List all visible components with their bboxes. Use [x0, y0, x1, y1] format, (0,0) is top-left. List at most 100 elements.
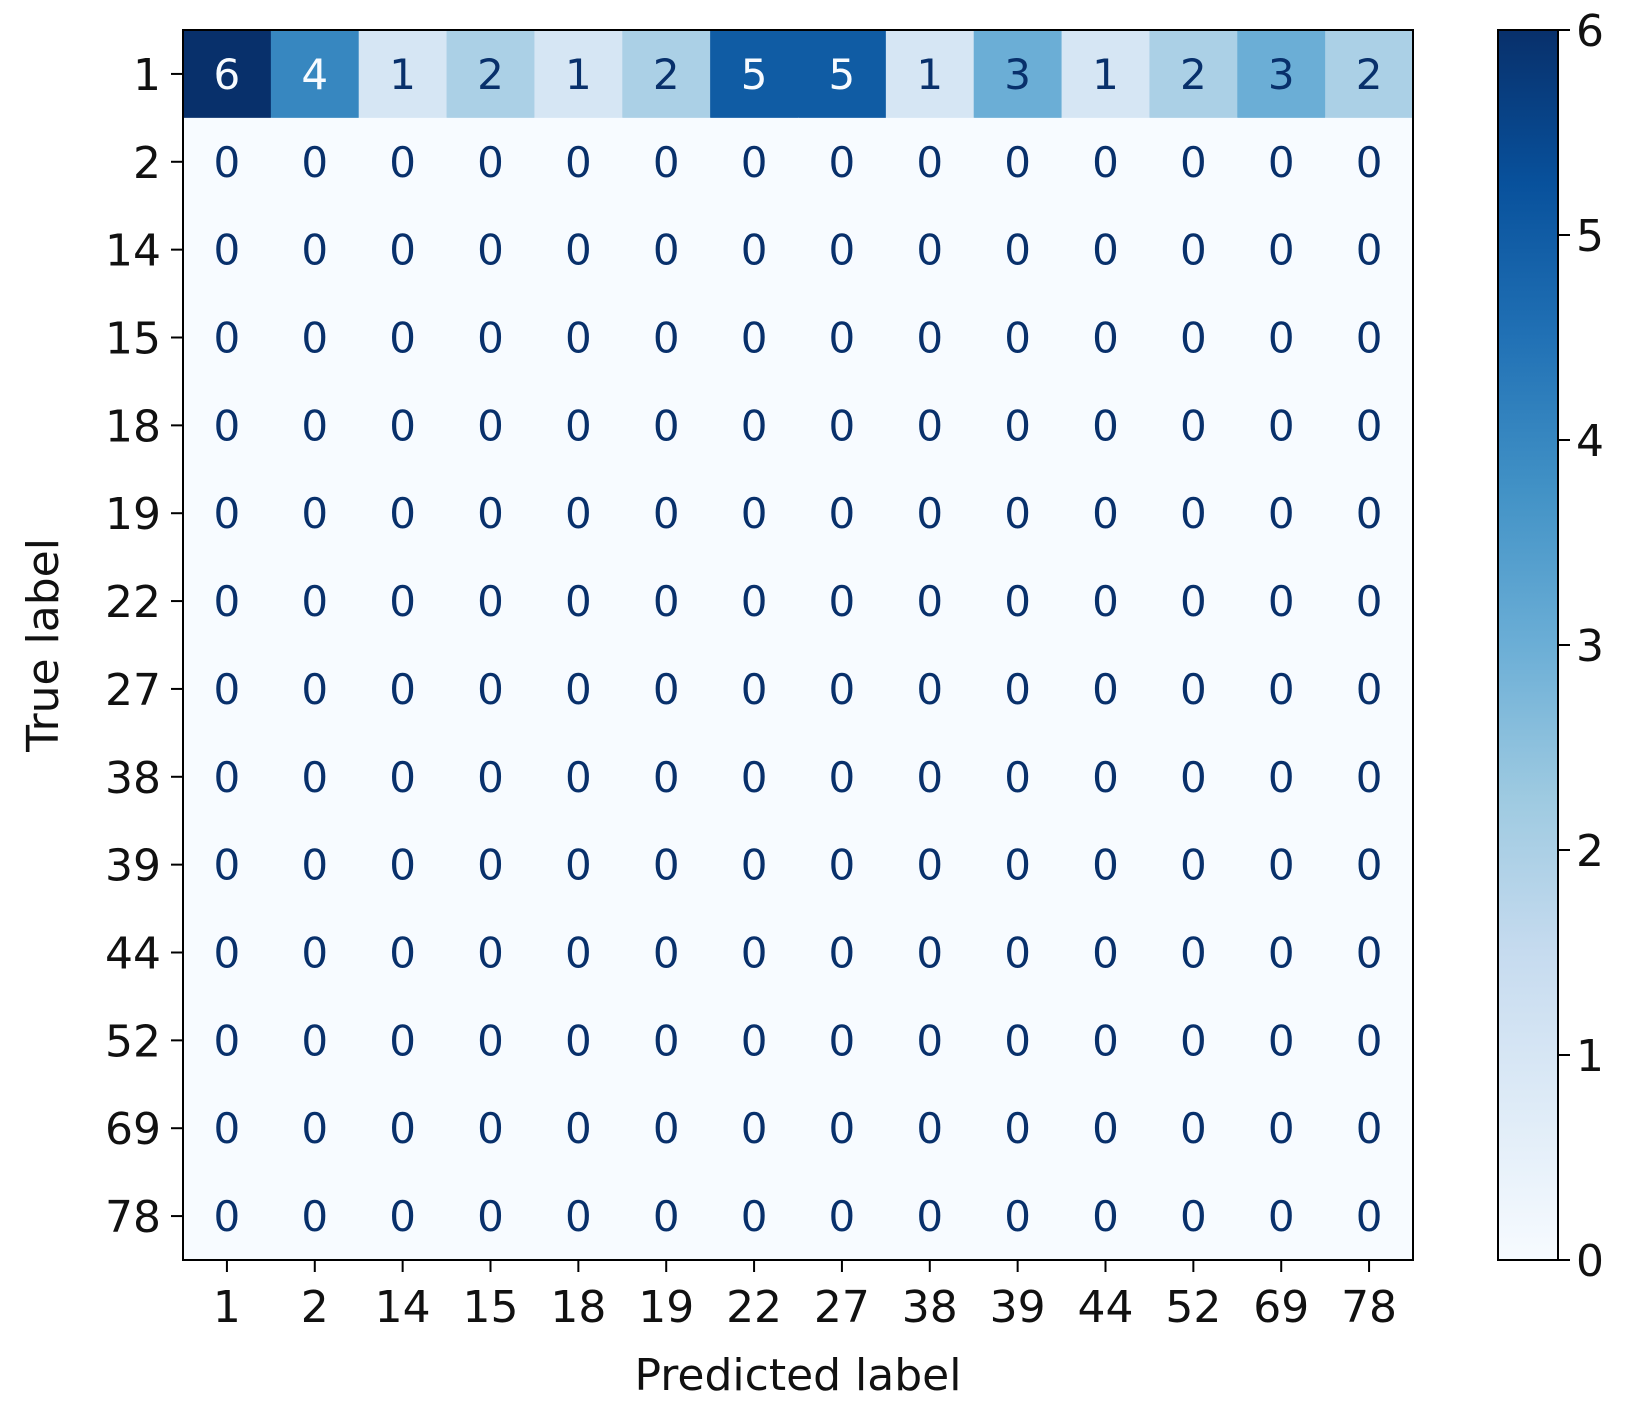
y-tick-label: 52 — [105, 1016, 161, 1067]
cell-value-label: 0 — [301, 665, 328, 714]
cell-value-label: 0 — [916, 1104, 943, 1153]
heatmap-cell — [622, 996, 711, 1085]
heatmap-cell — [885, 908, 975, 998]
cell-value-label: 0 — [1092, 929, 1119, 978]
heatmap-cells — [183, 30, 1414, 1261]
heatmap-cell — [270, 1172, 360, 1261]
heatmap-cell — [973, 469, 1063, 558]
cell-value-label: 0 — [741, 226, 768, 275]
heatmap-cell — [622, 469, 711, 558]
heatmap-cell — [798, 117, 887, 207]
y-tick-label: 18 — [105, 401, 161, 452]
heatmap-cell — [183, 908, 272, 998]
heatmap-cell — [1325, 1172, 1414, 1261]
heatmap-cell — [358, 30, 448, 119]
heatmap-cell — [446, 820, 536, 910]
heatmap-cell — [798, 645, 887, 734]
cell-value-label: 0 — [1268, 1016, 1295, 1065]
heatmap-cell — [1325, 996, 1414, 1085]
heatmap-cell — [270, 645, 360, 734]
cell-value-label: 0 — [301, 314, 328, 363]
cell-value-label: 0 — [389, 1016, 416, 1065]
heatmap-cell — [270, 820, 360, 910]
cell-value-label: 0 — [477, 1016, 504, 1065]
cell-value-label: 0 — [1356, 138, 1383, 187]
heatmap-cell — [885, 117, 975, 207]
heatmap-cell — [885, 293, 975, 383]
heatmap-cell — [973, 205, 1063, 295]
heatmap-cell — [1061, 1172, 1151, 1261]
cell-value-label: 0 — [829, 1016, 856, 1065]
cell-value-label: 0 — [301, 226, 328, 275]
cell-value-label: 0 — [389, 138, 416, 187]
cell-value-label: 0 — [916, 1192, 943, 1241]
cell-value-label: 0 — [301, 138, 328, 187]
cell-value-label: 0 — [214, 665, 241, 714]
heatmap-cell — [534, 645, 623, 734]
cell-value-label: 0 — [653, 138, 680, 187]
cell-value-label: 0 — [1004, 1104, 1031, 1153]
cell-value-label: 1 — [565, 50, 592, 99]
x-tick-label: 52 — [1165, 1282, 1221, 1333]
cell-value-label: 0 — [565, 577, 592, 626]
cell-value-label: 0 — [653, 401, 680, 450]
cell-value-label: 0 — [214, 841, 241, 890]
heatmap-cell — [446, 557, 536, 646]
heatmap-cell — [1149, 732, 1238, 822]
cell-value-label: 0 — [1004, 226, 1031, 275]
cell-value-label: 0 — [477, 489, 504, 538]
cell-value-label: 0 — [741, 577, 768, 626]
cell-value-label: 0 — [389, 314, 416, 363]
cell-value-label: 0 — [565, 138, 592, 187]
heatmap-cell — [622, 908, 711, 998]
cell-value-label: 0 — [741, 1016, 768, 1065]
cell-value-label: 0 — [741, 753, 768, 802]
colorbar-tick-label: 0 — [1576, 1236, 1604, 1287]
cell-value-label: 5 — [829, 50, 856, 99]
heatmap-cell — [183, 996, 272, 1085]
cell-value-label: 0 — [916, 841, 943, 890]
cell-value-label: 0 — [829, 489, 856, 538]
cell-value-label: 0 — [214, 489, 241, 538]
y-tick-label: 15 — [105, 314, 161, 365]
heatmap-cell — [534, 381, 623, 470]
heatmap-cell — [710, 381, 799, 470]
cell-value-label: 0 — [1180, 1016, 1207, 1065]
heatmap-cell — [1061, 645, 1151, 734]
heatmap-cell — [183, 30, 272, 119]
heatmap-cell — [270, 381, 360, 470]
cell-value-label: 0 — [829, 929, 856, 978]
cell-value-label: 0 — [916, 489, 943, 538]
heatmap-cell — [1061, 732, 1151, 822]
cell-value-label: 0 — [741, 665, 768, 714]
cell-value-label: 0 — [1180, 841, 1207, 890]
cell-value-label: 0 — [477, 929, 504, 978]
cell-value-label: 0 — [1180, 1192, 1207, 1241]
heatmap-cell — [1325, 732, 1414, 822]
cell-value-label: 0 — [389, 753, 416, 802]
cell-value-label: 0 — [1092, 314, 1119, 363]
cell-value-label: 0 — [1268, 1192, 1295, 1241]
cell-value-label: 0 — [829, 1192, 856, 1241]
heatmap-cell — [885, 469, 975, 558]
cell-value-label: 0 — [565, 1192, 592, 1241]
heatmap-cell — [1061, 293, 1151, 383]
cell-value-label: 0 — [214, 401, 241, 450]
cell-value-label: 0 — [653, 489, 680, 538]
cell-value-label: 0 — [1004, 489, 1031, 538]
heatmap-cell — [1237, 1172, 1326, 1261]
heatmap-cell — [358, 557, 448, 646]
y-tick-label: 69 — [105, 1104, 161, 1155]
cell-value-label: 0 — [477, 753, 504, 802]
cell-value-label: 0 — [214, 1192, 241, 1241]
x-tick-label: 44 — [1078, 1282, 1134, 1333]
x-tick-label: 39 — [990, 1282, 1046, 1333]
heatmap-cell — [270, 117, 360, 207]
cell-value-label: 0 — [1356, 1192, 1383, 1241]
heatmap-cell — [1061, 117, 1151, 207]
cell-value-label: 0 — [1356, 1104, 1383, 1153]
cell-value-label: 0 — [389, 226, 416, 275]
heatmap-cell — [446, 908, 536, 998]
cell-value-label: 0 — [214, 1016, 241, 1065]
heatmap-cell — [1061, 381, 1151, 470]
